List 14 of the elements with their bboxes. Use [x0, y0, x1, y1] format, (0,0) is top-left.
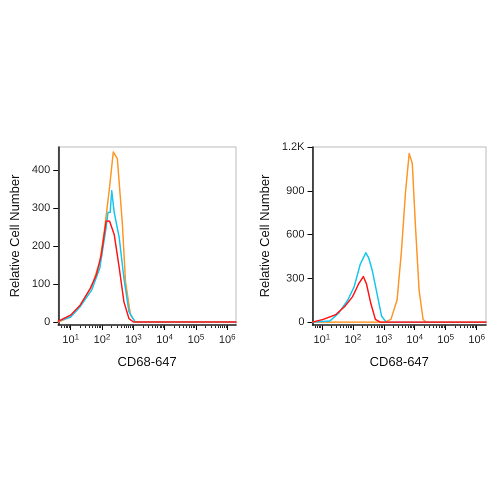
x-axis-title: CD68-647 — [370, 354, 429, 369]
y-axis-title: Relative Cell Number — [7, 174, 22, 298]
y-tick-label: 400 — [32, 164, 50, 176]
y-tick-label: 300 — [286, 272, 305, 284]
y-tick-label: 1.2K — [282, 141, 306, 153]
x-axis-title: CD68-647 — [117, 354, 177, 369]
y-axis-title: Relative Cell Number — [257, 174, 272, 298]
y-tick-label: 300 — [32, 202, 50, 214]
y-tick-label: 0 — [298, 316, 305, 328]
y-tick-label: 900 — [286, 184, 305, 197]
y-tick-label: 100 — [32, 278, 50, 290]
y-tick-label: 0 — [44, 316, 50, 328]
y-tick-label: 200 — [32, 240, 50, 252]
y-tick-label: 600 — [286, 228, 305, 241]
